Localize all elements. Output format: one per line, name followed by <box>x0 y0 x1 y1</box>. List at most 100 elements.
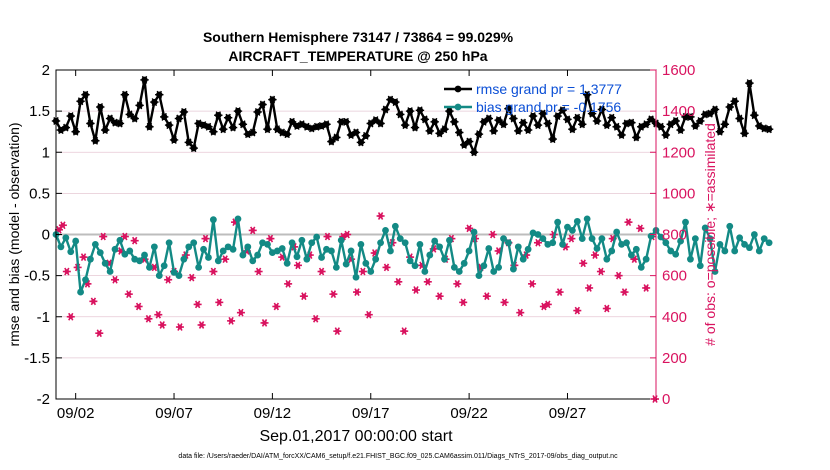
rmse-marker-stroke <box>441 125 448 134</box>
obs-point <box>323 232 332 241</box>
rmse-marker-stroke <box>692 121 699 130</box>
x-tick-label: 09/17 <box>352 405 390 422</box>
rmse-point <box>209 127 218 136</box>
obs-dot <box>331 291 336 297</box>
bias-point <box>278 245 286 252</box>
rmse-point <box>430 117 439 126</box>
rmse-marker-stroke <box>284 130 290 139</box>
rmse-marker-stroke <box>451 117 458 126</box>
bias-point <box>106 268 114 275</box>
rmse-point <box>764 125 774 134</box>
obs-point <box>453 279 462 288</box>
rmse-point <box>725 103 734 111</box>
bias-point <box>96 249 104 256</box>
rmse-marker-stroke <box>235 107 241 116</box>
rmse-point <box>705 109 715 118</box>
rmse-marker-stroke <box>535 121 541 130</box>
bias-point <box>647 232 655 240</box>
obs-dot <box>425 279 431 285</box>
rmse-marker-stroke <box>530 112 536 121</box>
bias-point <box>175 272 183 280</box>
rmse-marker-stroke <box>171 135 177 144</box>
obs-point <box>227 316 236 325</box>
rmse-marker-stroke <box>712 105 718 114</box>
bias-point <box>214 257 222 265</box>
rmse-marker-stroke <box>82 90 89 99</box>
rmse-marker-stroke <box>343 117 349 126</box>
obs-dot <box>598 269 604 274</box>
rmse-marker-stroke <box>648 115 654 124</box>
bias-point <box>755 247 763 255</box>
rmse-point <box>125 110 134 119</box>
bias-point <box>328 247 335 255</box>
rmse-point <box>474 130 484 139</box>
rmse-point <box>164 121 174 130</box>
obs-point <box>382 263 391 272</box>
rmse-marker-stroke <box>122 90 128 99</box>
bias-point <box>554 218 562 226</box>
rmse-point <box>548 135 557 144</box>
rmse-marker-stroke <box>574 113 581 122</box>
rmse-point <box>755 121 764 130</box>
rmse-marker-stroke <box>146 122 153 131</box>
rmse-point <box>223 113 233 122</box>
obs-dot <box>96 330 102 336</box>
chart-title-line-2: AIRCRAFT_TEMPERATURE @ 250 hPa <box>228 48 487 64</box>
bias-point <box>416 240 424 248</box>
rmse-point <box>720 120 730 129</box>
obs-point <box>636 224 645 233</box>
rmse-marker-stroke <box>215 111 222 120</box>
rmse-marker-stroke <box>623 119 630 128</box>
obs-point <box>144 314 153 323</box>
obs-point <box>187 273 196 282</box>
rmse-point <box>563 115 572 124</box>
bias-point <box>219 247 227 255</box>
obs-count-markers <box>54 212 660 403</box>
bias-point <box>67 248 75 256</box>
rmse-point <box>573 113 582 122</box>
rmse-point <box>450 117 459 126</box>
rmse-point <box>120 90 130 99</box>
rmse-point <box>632 133 641 142</box>
bias-point <box>613 228 621 236</box>
obs-dot <box>100 234 106 239</box>
rmse-point <box>445 107 454 116</box>
rmse-marker-stroke <box>672 117 679 125</box>
rmse-marker-stroke <box>230 123 236 132</box>
bias-point <box>696 262 704 270</box>
rmse-marker-stroke <box>613 122 620 131</box>
obs-point <box>596 267 605 276</box>
rmse-point <box>91 136 100 145</box>
obs-dot <box>177 324 183 330</box>
rmse-point <box>327 137 336 146</box>
rmse-marker-stroke <box>225 113 231 122</box>
rmse-marker-stroke <box>136 101 143 110</box>
rmse-point <box>504 104 513 113</box>
rmse-marker-stroke <box>702 110 708 119</box>
rmse-point <box>740 129 749 138</box>
rmse-marker-stroke <box>422 115 428 124</box>
rmse-point <box>219 125 228 134</box>
bias-point <box>72 237 80 245</box>
rmse-marker-stroke <box>87 119 94 128</box>
obs-point <box>533 238 542 247</box>
obs-point <box>201 234 210 243</box>
rmse-point <box>115 119 125 128</box>
rmse-point <box>420 115 430 124</box>
bias-point <box>372 255 380 263</box>
bias-point <box>465 247 473 255</box>
rmse-marker-stroke <box>392 98 399 107</box>
bias-point <box>711 268 719 275</box>
rmse-point <box>105 114 115 123</box>
bias-point <box>509 265 517 273</box>
rmse-marker-stroke <box>333 133 340 142</box>
obs-dot <box>604 306 610 311</box>
bias-point <box>401 239 409 247</box>
bias-point <box>77 288 84 296</box>
bias-point <box>57 243 65 251</box>
obs-dot <box>211 269 216 274</box>
rmse-marker-stroke <box>97 103 103 111</box>
obs-dot <box>285 281 291 287</box>
rmse-point <box>233 107 243 116</box>
bias-point <box>101 259 109 267</box>
